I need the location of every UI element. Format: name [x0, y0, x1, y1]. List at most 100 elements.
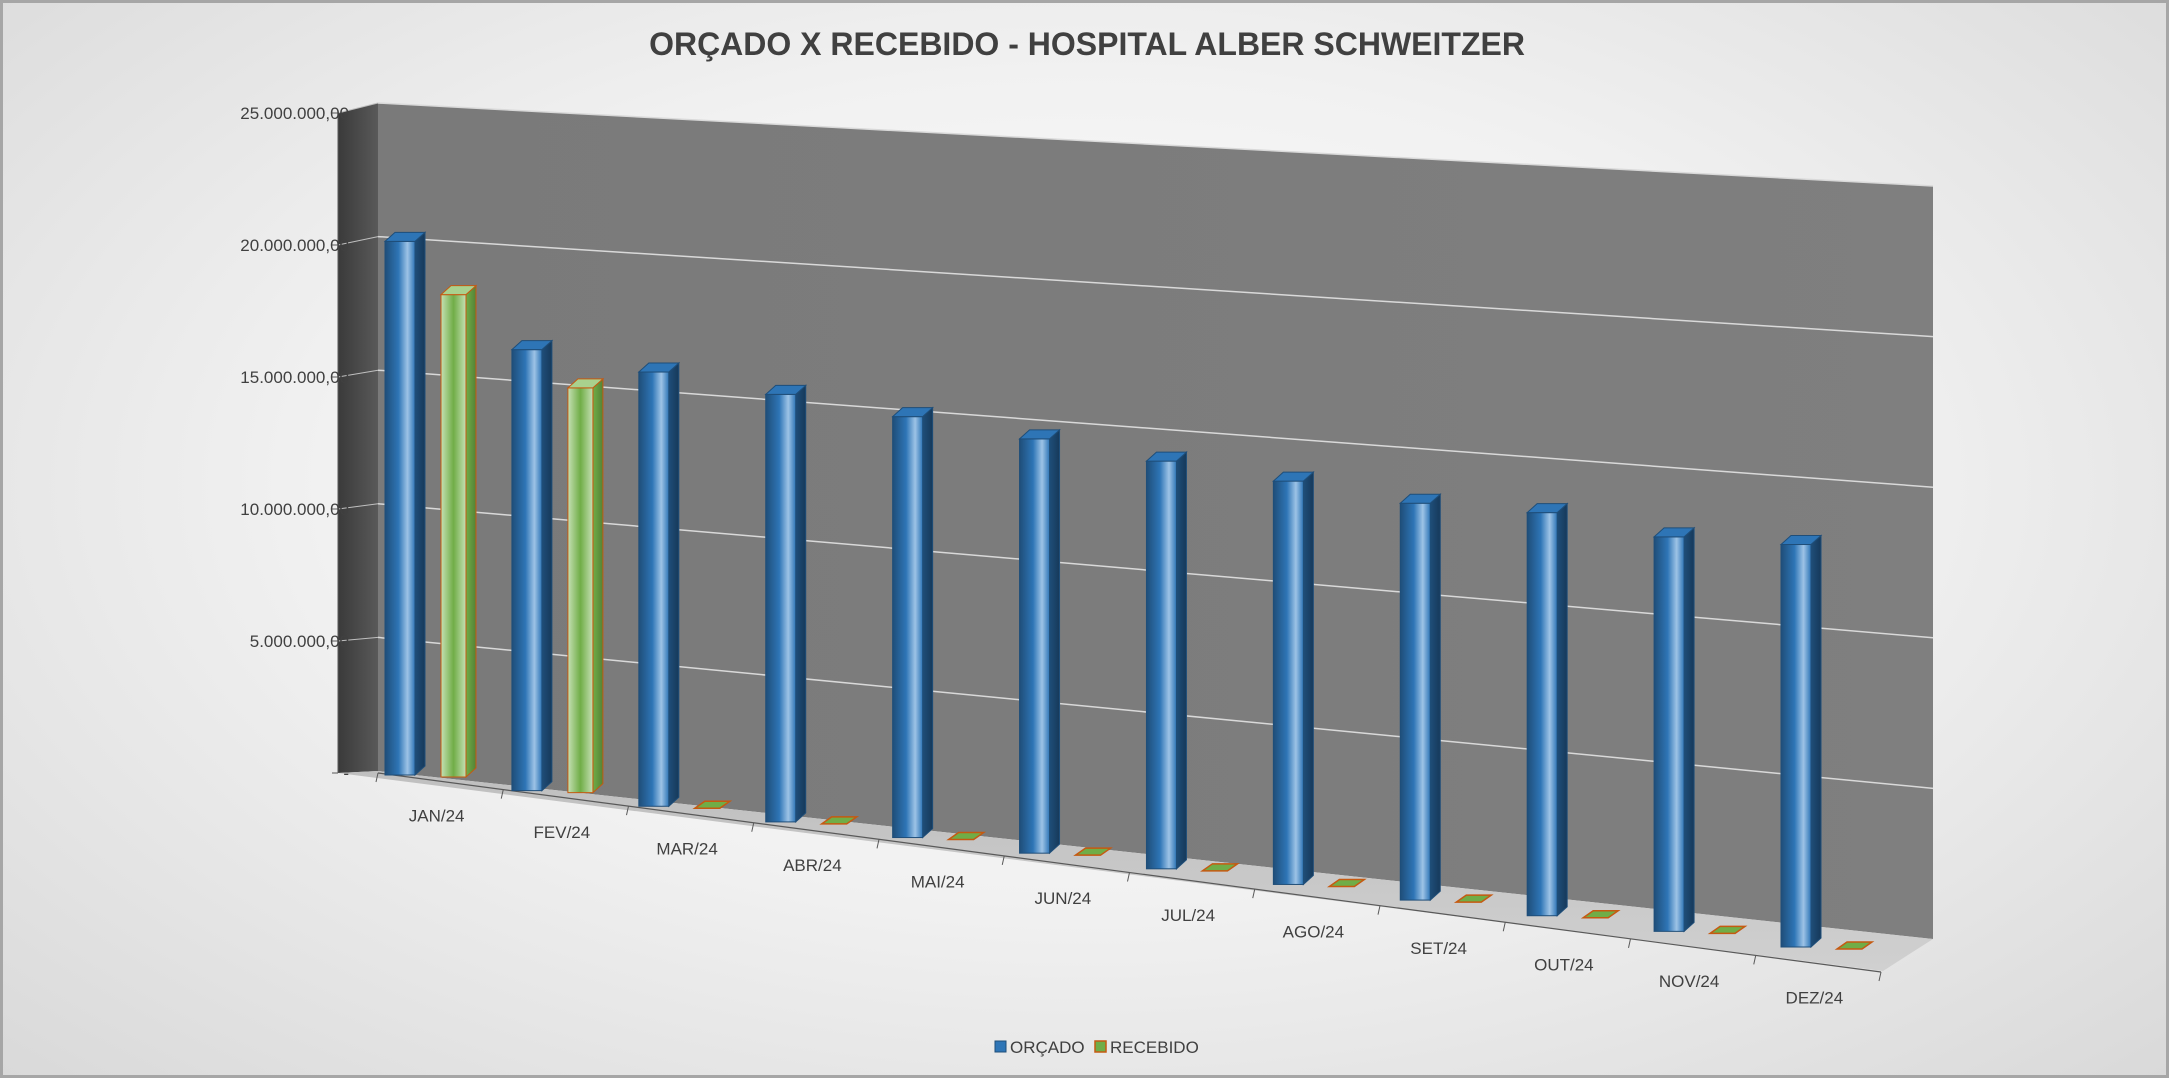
x-tick-label: MAR/24 [656, 839, 717, 858]
x-tick-label: DEZ/24 [1786, 989, 1844, 1008]
bar-orcado [764, 384, 808, 824]
x-tick-mark [1628, 938, 1631, 948]
bar-orcado-side [668, 361, 680, 808]
gridline-side [337, 236, 379, 246]
bar-orcado-front [1780, 544, 1812, 948]
bar-orcado-front [511, 349, 543, 792]
bar-recebido-top [1834, 941, 1875, 950]
bar-recebido [692, 800, 733, 810]
bar-orcado-top [1018, 429, 1061, 440]
x-tick-label: JUL/24 [1161, 906, 1215, 925]
bar-orcado-side [795, 384, 807, 824]
bar-recebido-side [465, 284, 477, 779]
bar-recebido-top [1073, 847, 1113, 856]
x-tick-mark [1127, 872, 1130, 882]
bar-recebido [1580, 909, 1621, 919]
x-tick-label: ABR/24 [783, 856, 842, 875]
bar-orcado-front [1526, 512, 1558, 917]
bar-recebido [439, 284, 478, 779]
y-tick-label: - [343, 764, 349, 783]
bar-orcado-top [1145, 451, 1188, 462]
bar-recebido [819, 816, 860, 825]
bar-orcado-front [1272, 480, 1304, 885]
chart-side-wall [338, 103, 378, 773]
gridline [377, 369, 1934, 488]
bar-orcado-front [1399, 502, 1431, 901]
bar-orcado [1272, 470, 1315, 886]
bar-orcado-side [414, 231, 426, 777]
y-axis: - 5.000.000,00 10.000.000,00 15.000.000,00 2… [240, 104, 349, 783]
bar-recebido-top [1580, 909, 1621, 919]
bar-orcado-front [638, 371, 670, 807]
bar-orcado-top [1525, 503, 1569, 514]
bar-orcado [891, 406, 934, 839]
bar-orcado-side [1175, 450, 1187, 870]
x-tick-mark [1252, 888, 1256, 899]
x-tick-mark [1753, 955, 1757, 965]
bar-orcado-side [922, 406, 934, 839]
x-tick-label: JAN/24 [409, 806, 465, 825]
x-axis: JAN/24 FEV/24 MAR/24 ABR/24 MAI/24 JUN/24 JUL/… [375, 772, 1882, 1008]
x-tick-label: JUN/24 [1035, 889, 1092, 908]
x-tick-label: OUT/24 [1534, 956, 1594, 975]
bar-orcado-front [1145, 460, 1177, 870]
x-tick-mark [751, 822, 755, 832]
bar-recebido-side [592, 377, 604, 794]
y-tick-label: 25.000.000,00 [240, 104, 349, 123]
bar-chart: ORÇADO X RECEBIDO - HOSPITAL ALBER SCHWE… [240, 26, 1934, 1057]
legend: ORÇADO RECEBIDO [994, 1038, 1199, 1057]
bar-recebido [946, 831, 987, 841]
gridline [377, 235, 1934, 338]
bar-recebido [1200, 863, 1240, 872]
bar-orcado-top [1779, 535, 1823, 546]
x-tick-label: MAI/24 [911, 873, 965, 892]
y-tick-label: 10.000.000,00 [240, 500, 349, 519]
chart-title: ORÇADO X RECEBIDO - HOSPITAL ALBER SCHWE… [649, 26, 1525, 62]
bar-orcado-side [1429, 493, 1441, 902]
legend-label-recebido: RECEBIDO [1110, 1038, 1199, 1057]
bar-orcado-side [1556, 502, 1568, 917]
bar-orcado [637, 361, 681, 808]
x-tick-label: SET/24 [1410, 939, 1467, 958]
x-tick-mark [626, 806, 629, 816]
bar-orcado [1018, 428, 1061, 855]
bar-orcado-front [384, 240, 416, 776]
x-tick-mark [500, 789, 504, 799]
gridline [377, 102, 1934, 187]
bar-orcado-front [1019, 438, 1051, 854]
bar-orcado-top [764, 384, 808, 395]
bar-orcado [1398, 493, 1442, 902]
bar-orcado-top [1272, 471, 1315, 482]
bar-orcado-top [1398, 493, 1442, 504]
bar-recebido-top [439, 285, 478, 296]
gridline-side [337, 369, 379, 378]
x-tick-label: NOV/24 [1659, 972, 1719, 991]
gridline-side [337, 503, 379, 510]
x-tick-label: FEV/24 [534, 823, 591, 842]
bar-orcado-top [637, 362, 681, 373]
bar-recebido-top [692, 800, 733, 810]
bar-recebido [1834, 941, 1875, 950]
bar-orcado-front [1653, 536, 1685, 932]
bar-recebido-top [946, 831, 987, 841]
bar-orcado-front [892, 416, 924, 839]
bar-recebido-top [1453, 894, 1494, 903]
bar-orcado-side [1810, 534, 1822, 949]
bar-recebido [1453, 894, 1494, 903]
bar-orcado [1652, 526, 1696, 933]
x-tick-label: AGO/24 [1283, 922, 1344, 941]
x-tick-mark [1878, 971, 1882, 982]
legend-swatch-orcado [994, 1040, 1007, 1053]
bar-orcado [1525, 502, 1569, 917]
x-tick-mark [375, 772, 379, 783]
bar-recebido-top [1200, 863, 1240, 872]
bar-orcado-top [891, 407, 934, 418]
x-tick-mark [1502, 922, 1506, 932]
bar-orcado-side [1049, 428, 1061, 855]
bar-orcado [1779, 534, 1823, 949]
y-tick-label: 15.000.000,00 [240, 368, 349, 387]
bar-recebido-top [1326, 878, 1367, 888]
bar-recebido-top [566, 378, 605, 389]
bar-recebido-top [819, 816, 860, 825]
